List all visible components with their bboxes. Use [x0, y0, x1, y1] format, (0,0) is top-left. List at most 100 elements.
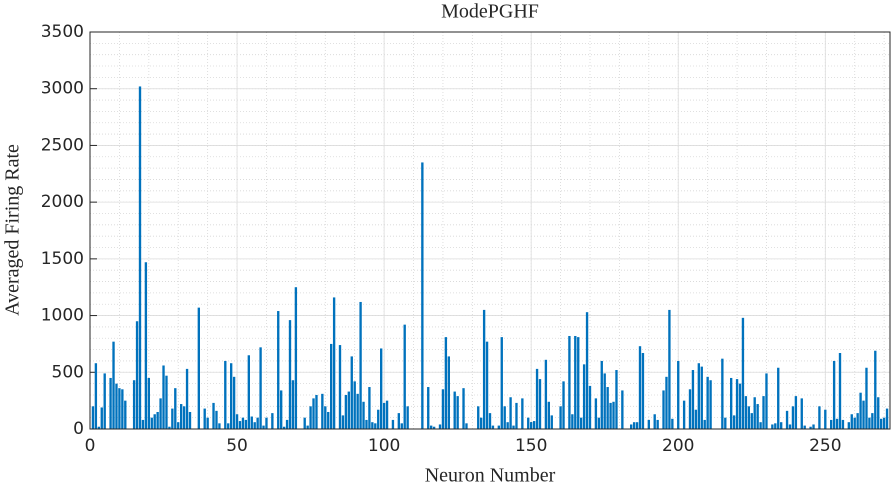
- bar: [559, 406, 562, 429]
- bar: [291, 380, 295, 429]
- bar: [462, 388, 465, 429]
- bar: [762, 396, 765, 429]
- bar: [841, 419, 845, 429]
- bar: [430, 425, 433, 429]
- bar: [671, 418, 674, 429]
- bar: [344, 394, 348, 429]
- bar: [594, 398, 598, 429]
- bar: [332, 297, 336, 429]
- bar: [497, 425, 500, 429]
- bar: [600, 360, 603, 429]
- bar: [168, 426, 171, 429]
- bar: [765, 373, 768, 429]
- bar: [877, 397, 880, 429]
- bar: [380, 348, 383, 429]
- bar: [759, 422, 762, 429]
- bar: [359, 301, 362, 429]
- bar: [324, 406, 327, 429]
- bar: [585, 312, 589, 429]
- bar: [641, 353, 645, 429]
- bar: [456, 396, 459, 429]
- bar: [630, 424, 633, 429]
- bar: [691, 370, 695, 429]
- bar: [115, 383, 118, 429]
- bar: [224, 360, 227, 429]
- bar: [441, 389, 445, 429]
- y-axis-label: Averaged Firing Rate: [2, 144, 24, 316]
- bar: [835, 418, 839, 429]
- bar: [480, 417, 483, 429]
- bar: [265, 417, 268, 429]
- bar: [550, 415, 553, 429]
- bar: [232, 376, 236, 429]
- bar: [538, 379, 542, 429]
- bar: [488, 413, 492, 429]
- bar: [180, 404, 183, 429]
- bar: [597, 417, 600, 429]
- bar: [668, 309, 671, 429]
- bar: [788, 424, 792, 429]
- plot-frame: [89, 31, 891, 430]
- bar: [403, 324, 406, 429]
- bar: [327, 411, 330, 429]
- bar: [112, 341, 115, 429]
- bar: [868, 417, 871, 429]
- bar: [477, 406, 480, 429]
- y-tick-label: 3000: [41, 79, 84, 99]
- bar: [568, 335, 571, 429]
- bar: [118, 388, 121, 429]
- bar: [465, 423, 468, 429]
- bar: [338, 345, 342, 429]
- bar: [277, 311, 280, 429]
- bar: [547, 401, 550, 429]
- bar: [97, 426, 100, 429]
- bar: [174, 388, 177, 429]
- bar: [662, 390, 665, 429]
- bar: [865, 367, 868, 429]
- bar: [750, 413, 753, 429]
- bar: [385, 400, 389, 429]
- bar: [621, 390, 624, 429]
- bar: [382, 402, 386, 429]
- bar: [400, 423, 403, 429]
- bar: [859, 392, 862, 429]
- bar: [577, 337, 580, 429]
- bar: [162, 365, 165, 429]
- bar: [356, 393, 359, 429]
- bar: [532, 421, 536, 429]
- bar: [306, 425, 309, 429]
- bar: [309, 406, 312, 429]
- bar: [694, 409, 698, 429]
- bar: [732, 415, 736, 429]
- bar: [647, 419, 650, 429]
- bar: [406, 406, 409, 429]
- bar: [574, 335, 577, 429]
- bar: [271, 413, 274, 429]
- bar: [562, 381, 565, 429]
- x-axis-label: Neuron Number: [425, 465, 556, 487]
- bar: [853, 417, 856, 429]
- bar: [730, 377, 733, 429]
- x-tick-label: 150: [515, 436, 547, 456]
- chart-title: ModePGHF: [441, 1, 539, 23]
- bar: [427, 387, 430, 429]
- bar: [571, 414, 574, 429]
- bar: [482, 309, 486, 429]
- bar: [724, 417, 727, 429]
- bar: [503, 406, 506, 429]
- bar: [527, 417, 530, 429]
- bar: [700, 366, 703, 429]
- bar: [544, 359, 548, 429]
- bar: [847, 422, 850, 429]
- bar: [453, 391, 456, 429]
- bar: [91, 406, 95, 429]
- bar: [580, 417, 583, 429]
- bar: [247, 355, 250, 429]
- bar: [235, 414, 239, 429]
- bar: [850, 414, 853, 429]
- bar: [215, 410, 218, 429]
- bar: [109, 377, 112, 429]
- bar: [138, 86, 142, 430]
- bar: [141, 419, 145, 429]
- y-tick-label: 1000: [41, 306, 84, 326]
